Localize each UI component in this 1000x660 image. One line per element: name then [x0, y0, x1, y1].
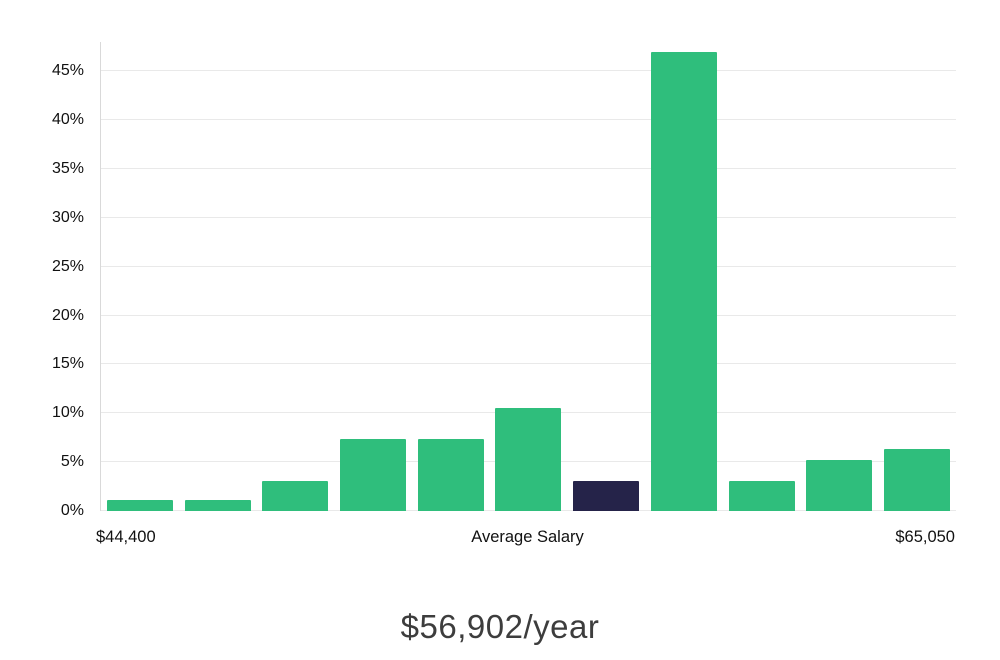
- gridline: [101, 216, 956, 218]
- y-tick-label: 45%: [51, 62, 84, 80]
- average-salary-caption: $56,902/year: [400, 608, 600, 645]
- x-label-min-salary: $44,400: [96, 528, 156, 546]
- histogram-bar: [262, 480, 329, 511]
- y-tick-label: 10%: [51, 404, 84, 422]
- y-tick-label: 40%: [51, 111, 84, 129]
- histogram-bar: [883, 449, 950, 511]
- gridline: [101, 314, 956, 316]
- gridline: [101, 363, 956, 365]
- y-tick-label: 20%: [51, 306, 84, 324]
- average-salary-bar: [573, 480, 640, 511]
- y-tick-label: 0%: [60, 502, 84, 519]
- y-axis-tick-labels: 0% 5% 10% 15% 20% 25% 30% 35% 40% 45%: [0, 42, 92, 519]
- y-tick-label: 30%: [51, 208, 84, 226]
- gridline: [101, 70, 956, 72]
- x-axis-labels: $44,400 Average Salary $65,050: [96, 528, 955, 552]
- y-tick-label: 5%: [60, 453, 84, 471]
- histogram-bar: [417, 438, 484, 511]
- histogram-bar: [806, 460, 873, 511]
- y-tick-label: 15%: [51, 355, 84, 373]
- gridline: [101, 265, 956, 267]
- bars-container: [107, 42, 950, 511]
- y-tick-label: 25%: [51, 257, 84, 275]
- x-label-average-salary: Average Salary: [471, 528, 584, 546]
- gridline: [101, 168, 956, 170]
- gridline: [101, 119, 956, 121]
- x-label-max-salary: $65,050: [895, 528, 955, 546]
- histogram-bar: [184, 500, 251, 511]
- plot-area: [100, 42, 956, 511]
- histogram-bar: [650, 51, 717, 511]
- histogram-bar: [728, 480, 795, 511]
- histogram-bar: [340, 438, 407, 511]
- y-tick-label: 35%: [51, 160, 84, 178]
- histogram-bar: [107, 500, 173, 511]
- histogram-bar: [495, 408, 562, 511]
